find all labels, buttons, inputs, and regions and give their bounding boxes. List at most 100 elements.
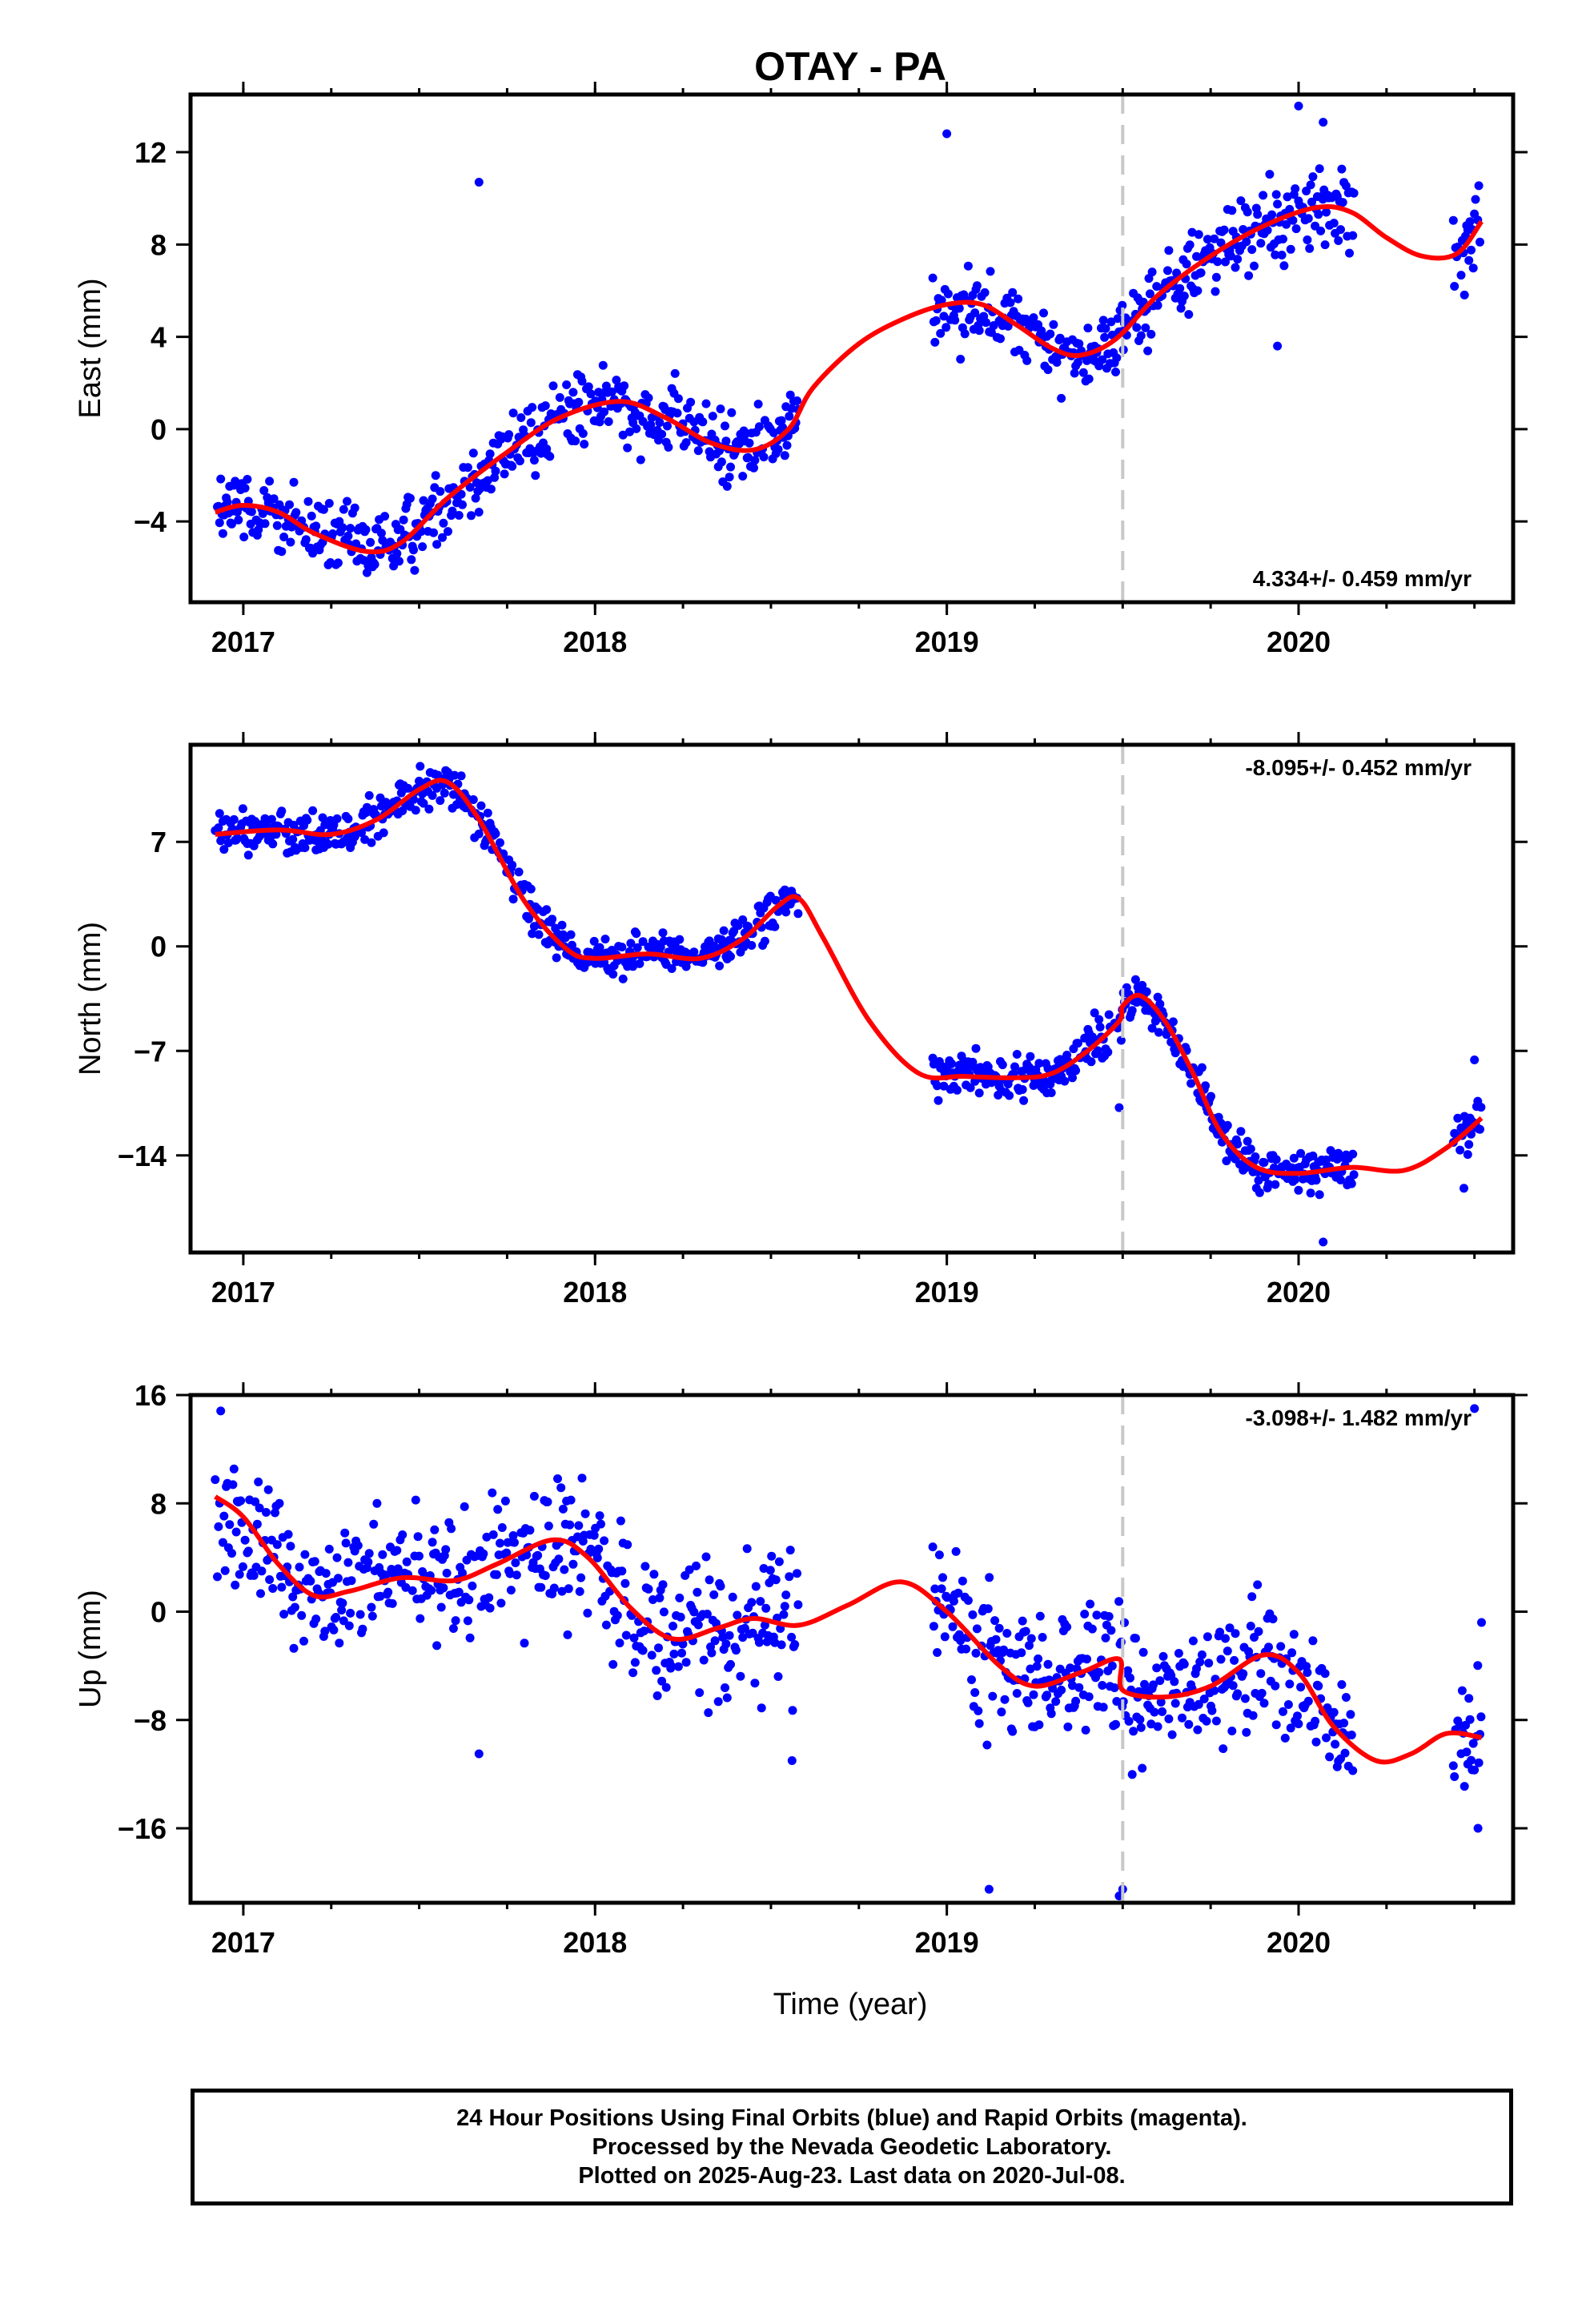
data-point bbox=[753, 400, 763, 409]
data-point bbox=[1092, 1610, 1102, 1620]
data-point bbox=[644, 393, 653, 403]
data-point bbox=[1248, 1711, 1258, 1720]
data-point bbox=[1176, 304, 1186, 313]
data-point bbox=[1256, 239, 1266, 248]
data-point bbox=[286, 1542, 295, 1551]
data-point bbox=[1127, 1770, 1137, 1779]
data-point bbox=[378, 1550, 387, 1559]
data-point bbox=[249, 1570, 259, 1580]
data-point bbox=[972, 1624, 982, 1634]
data-point bbox=[1319, 118, 1328, 127]
data-point bbox=[261, 1508, 271, 1517]
data-point bbox=[934, 1096, 943, 1105]
data-point bbox=[1448, 1761, 1458, 1771]
data-point bbox=[1147, 1023, 1157, 1033]
data-point bbox=[289, 1643, 299, 1653]
data-point bbox=[655, 1593, 665, 1602]
data-point bbox=[536, 1582, 546, 1592]
data-point bbox=[583, 1608, 592, 1618]
data-point bbox=[793, 909, 803, 919]
data-point bbox=[1463, 1150, 1472, 1160]
data-point bbox=[510, 1538, 519, 1547]
data-point bbox=[949, 1596, 958, 1606]
data-point bbox=[448, 506, 457, 516]
data-point bbox=[1264, 1180, 1273, 1189]
data-point bbox=[1034, 1654, 1043, 1663]
data-point bbox=[1296, 1148, 1306, 1158]
data-point bbox=[1026, 1051, 1035, 1061]
data-point bbox=[1219, 225, 1229, 235]
data-point bbox=[1106, 1626, 1116, 1635]
data-point bbox=[1453, 1113, 1463, 1123]
data-point bbox=[387, 1598, 397, 1608]
data-point bbox=[1306, 180, 1315, 190]
data-point bbox=[1210, 1686, 1219, 1695]
data-point bbox=[295, 1562, 304, 1572]
data-point bbox=[329, 1625, 339, 1634]
data-point bbox=[1291, 1175, 1300, 1184]
data-point bbox=[1320, 240, 1330, 250]
data-point bbox=[1174, 1649, 1183, 1658]
data-point bbox=[648, 1595, 657, 1604]
data-point bbox=[1184, 310, 1194, 320]
data-point bbox=[722, 1693, 732, 1703]
data-point bbox=[756, 1597, 765, 1606]
data-point bbox=[344, 1621, 354, 1630]
data-point bbox=[411, 806, 420, 815]
data-point bbox=[1124, 1716, 1134, 1726]
data-point bbox=[1314, 210, 1323, 219]
data-point bbox=[1142, 987, 1151, 996]
data-point bbox=[328, 529, 337, 538]
data-point bbox=[1055, 333, 1065, 343]
data-point bbox=[301, 535, 311, 545]
data-point bbox=[1070, 368, 1079, 378]
data-point bbox=[1098, 1703, 1108, 1712]
data-point bbox=[1068, 1681, 1077, 1691]
data-point bbox=[705, 1575, 714, 1585]
data-point bbox=[1349, 1170, 1359, 1180]
data-point bbox=[215, 518, 224, 528]
data-point bbox=[479, 1549, 488, 1558]
data-point bbox=[436, 487, 445, 497]
data-point bbox=[1068, 1073, 1077, 1083]
data-point bbox=[1126, 1673, 1134, 1683]
data-point bbox=[410, 565, 420, 575]
x-tick-label: 2020 bbox=[1267, 1926, 1331, 1959]
data-point bbox=[951, 1546, 961, 1556]
data-point bbox=[542, 905, 552, 915]
data-point bbox=[558, 1504, 568, 1514]
data-point bbox=[432, 540, 442, 549]
data-point bbox=[716, 1582, 725, 1591]
y-tick-label: 0 bbox=[151, 931, 167, 963]
data-point bbox=[1334, 236, 1343, 245]
data-point bbox=[285, 500, 294, 509]
data-point bbox=[744, 452, 753, 462]
data-point bbox=[773, 444, 783, 454]
y-tick-label: 0 bbox=[151, 1596, 167, 1629]
data-point bbox=[291, 508, 301, 517]
data-point bbox=[725, 472, 734, 482]
data-point bbox=[744, 922, 753, 931]
x-tick-label: 2018 bbox=[563, 1276, 627, 1309]
data-point bbox=[211, 1475, 220, 1485]
data-point bbox=[1111, 1719, 1120, 1729]
data-point bbox=[227, 519, 236, 529]
data-point bbox=[626, 939, 636, 948]
data-point bbox=[1035, 1611, 1045, 1621]
data-point bbox=[974, 1706, 983, 1715]
data-point bbox=[722, 481, 732, 491]
data-point bbox=[681, 438, 691, 448]
data-point bbox=[960, 329, 970, 339]
data-point bbox=[1164, 246, 1174, 255]
data-point bbox=[1468, 263, 1478, 273]
data-point bbox=[512, 1570, 521, 1580]
data-point bbox=[353, 1541, 363, 1550]
data-point bbox=[411, 1495, 420, 1505]
data-point bbox=[223, 838, 233, 847]
data-point bbox=[1346, 1710, 1355, 1719]
data-point bbox=[331, 1613, 341, 1622]
data-point bbox=[1450, 1772, 1460, 1781]
data-point bbox=[1314, 1681, 1323, 1691]
data-point bbox=[1138, 980, 1147, 990]
data-point bbox=[1256, 1669, 1266, 1679]
